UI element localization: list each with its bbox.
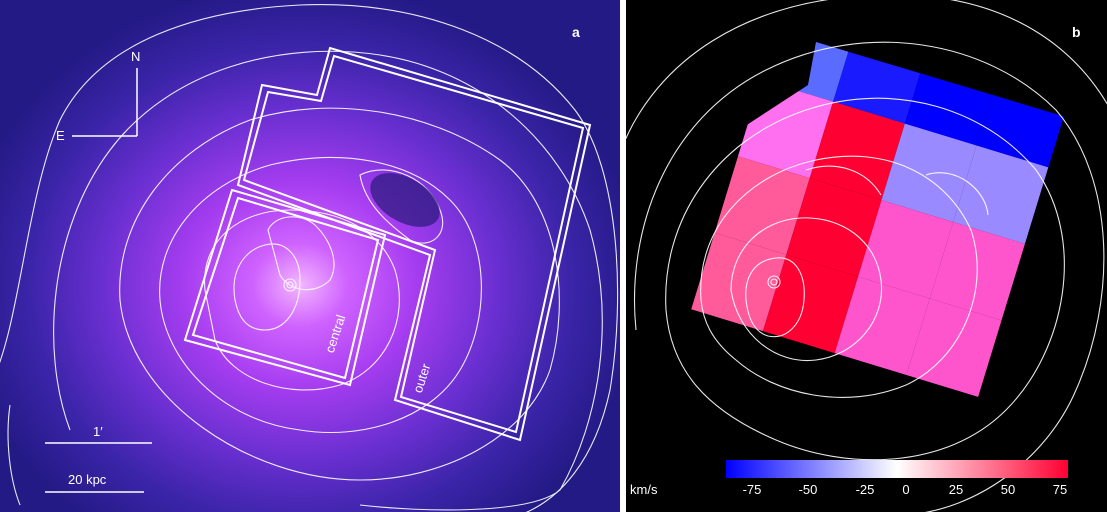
panel-letter-b: b bbox=[1072, 24, 1081, 40]
tile-9 bbox=[714, 156, 810, 255]
colorbar-tick: -75 bbox=[742, 482, 762, 497]
contour-7 bbox=[267, 216, 335, 291]
outer-region-box bbox=[236, 46, 592, 442]
xray-image-panel: a N E 1′ 20 kpc central outer bbox=[0, 0, 620, 512]
contour-9 bbox=[7, 404, 21, 506]
colorbar-tick: -50 bbox=[798, 482, 818, 497]
colorbar-tick: -25 bbox=[855, 482, 875, 497]
east-label: E bbox=[56, 128, 65, 143]
colorbar bbox=[726, 460, 1068, 478]
velocity-tiles bbox=[691, 42, 1072, 397]
contour-2 bbox=[53, 50, 603, 511]
contour-8 bbox=[359, 169, 444, 244]
colorbar-tick: 25 bbox=[948, 482, 964, 497]
colorbar-tick: 50 bbox=[1000, 482, 1016, 497]
scale-angle-label: 1′ bbox=[93, 424, 103, 439]
colorbar-tick: 75 bbox=[1052, 482, 1068, 497]
tile-16 bbox=[906, 298, 1002, 397]
contour-6 bbox=[233, 243, 301, 331]
tile-7 bbox=[881, 123, 977, 222]
contour-5 bbox=[204, 209, 400, 391]
tile-13 bbox=[691, 232, 787, 332]
panel-letter-a: a bbox=[572, 24, 580, 40]
scale-length-label: 20 kpc bbox=[68, 472, 107, 487]
tile-11 bbox=[858, 200, 954, 299]
colorbar-tick: 0 bbox=[902, 482, 910, 497]
contour-1 bbox=[0, 4, 619, 512]
compass-arrows bbox=[72, 68, 138, 137]
central-region-box bbox=[183, 188, 387, 387]
north-label: N bbox=[131, 49, 141, 64]
tile-14 bbox=[762, 254, 859, 354]
velocity-map-panel: b km/s -75 -50 -25 0 25 50 75 bbox=[626, 0, 1107, 512]
tile-15 bbox=[834, 276, 930, 376]
contour-overlay-a bbox=[0, 4, 619, 512]
tile-6 bbox=[809, 101, 905, 201]
contour-4 bbox=[159, 157, 482, 433]
velocity-map bbox=[626, 0, 1107, 512]
tile-10 bbox=[786, 178, 882, 277]
cavity-region bbox=[370, 173, 440, 227]
colorbar-unit-label: km/s bbox=[630, 482, 658, 497]
contour-overlay-b bbox=[626, 0, 1107, 512]
tile-8 bbox=[953, 145, 1049, 244]
